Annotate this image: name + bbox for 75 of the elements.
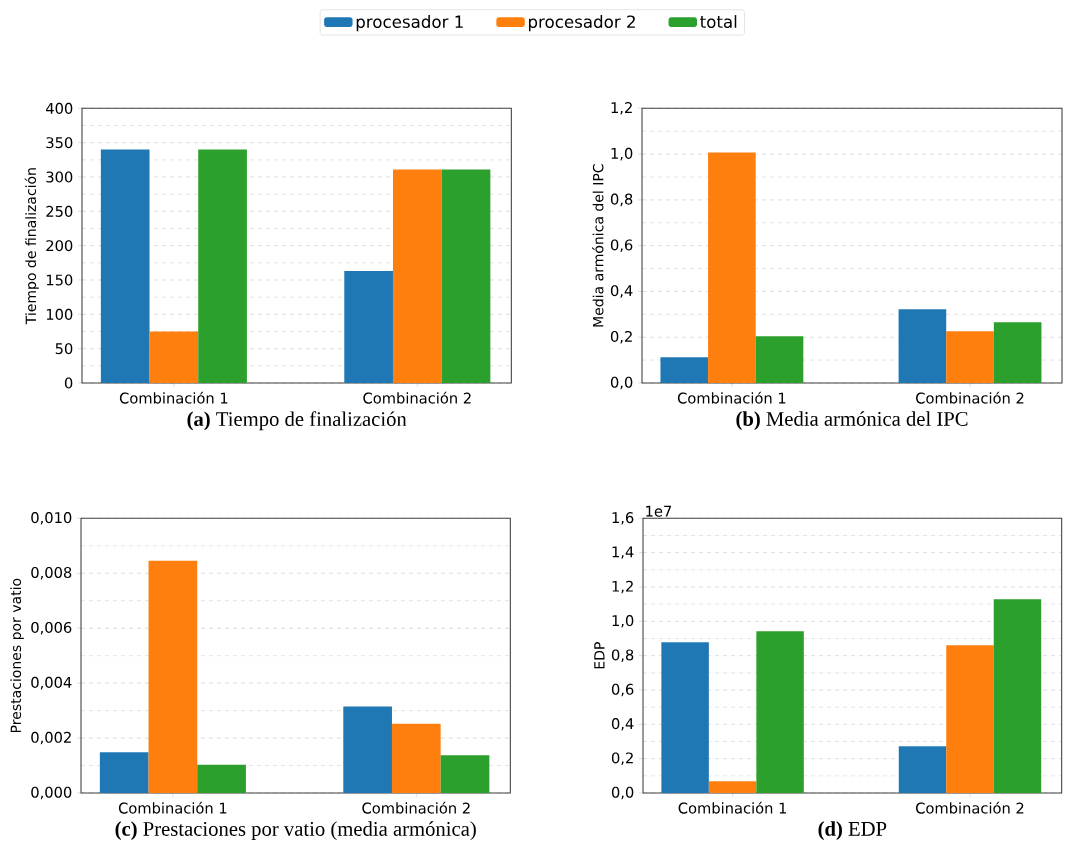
bar (441, 169, 491, 383)
y-tick-label: 400 (46, 102, 73, 114)
text: 1e7 (646, 505, 672, 517)
bar (660, 357, 709, 383)
bar (197, 764, 246, 793)
bar (993, 322, 1042, 383)
y-tick-label: 0,008 (31, 566, 72, 580)
x-tick-label: Combinación 1 (678, 801, 787, 814)
y-tick-label: 1,2 (612, 580, 633, 594)
y-tick-label: 150 (46, 274, 73, 286)
y-tick-label: 0,0 (611, 786, 634, 800)
x-tick-label: Combinación 2 (363, 391, 471, 404)
y-tick-label: 0,8 (611, 649, 634, 662)
y-tick-label: 0,6 (610, 239, 633, 252)
bar (898, 746, 947, 793)
y-axis-title: Tiempo de finalización (24, 168, 39, 325)
y-tick-label: 0,0 (610, 376, 633, 390)
y-tick-label: 1,0 (611, 147, 633, 161)
bar (756, 631, 804, 793)
bar (661, 642, 709, 793)
y-tick-label: 0,000 (31, 786, 72, 800)
y-axis-title: EDP (594, 642, 605, 669)
bar (343, 706, 392, 793)
text: (c) Prestaciones por vatio (media armónica) (115, 821, 476, 841)
y-tick-label: 50 (55, 343, 73, 355)
y-tick-label: 300 (46, 171, 73, 183)
x-tick-label: Combinación 2 (916, 391, 1024, 404)
bar (148, 560, 198, 793)
text: (b) Media armónica del IPC (736, 411, 968, 431)
bar (946, 331, 994, 383)
bar (898, 309, 947, 383)
legend-label: procesador 1 (356, 15, 463, 32)
bar (708, 781, 757, 793)
bar (755, 336, 804, 383)
y-tick-label: 0,4 (611, 718, 634, 731)
y-tick-label: 0 (64, 377, 73, 389)
y-tick-label: 1,2 (611, 102, 632, 115)
y-tick-label: 200 (46, 240, 73, 252)
x-tick-label: Combinación 1 (118, 801, 227, 814)
y-tick-label: 1,0 (612, 615, 634, 628)
y-tick-label: 0,8 (610, 193, 633, 207)
legend-label: procesador 2 (528, 15, 635, 32)
bar (344, 271, 393, 383)
y-axis-title: Media armónica del IPC (592, 164, 604, 327)
text: (d) EDP (818, 821, 887, 841)
bar (99, 752, 149, 793)
x-tick-label: Combinación 2 (362, 801, 470, 814)
bar (391, 723, 441, 793)
y-tick-label: 250 (46, 205, 73, 217)
bar (946, 645, 994, 793)
y-tick-label: 0,002 (31, 731, 71, 745)
x-tick-label: Combinación 1 (677, 391, 786, 404)
y-tick-label: 1,4 (612, 546, 634, 559)
y-tick-label: 0,004 (31, 676, 72, 690)
bar (100, 149, 150, 383)
y-tick-label: 0,2 (611, 752, 633, 765)
y-tick-label: 1,6 (612, 512, 634, 525)
x-tick-label: Combinación 2 (916, 801, 1024, 814)
y-tick-label: 100 (46, 308, 73, 320)
y-tick-label: 0,4 (610, 285, 633, 298)
y-tick-label: 0,6 (611, 683, 634, 697)
legend-label: total (700, 15, 737, 28)
bar (440, 755, 490, 793)
y-axis-title: Prestaciones por vatio (10, 578, 24, 733)
bar (149, 331, 199, 383)
y-tick-label: 0,010 (31, 512, 72, 525)
bar (708, 152, 756, 383)
y-tick-label: 0,2 (610, 330, 632, 344)
bar (198, 149, 247, 383)
y-tick-label: 0,006 (31, 621, 72, 635)
x-tick-label: Combinación 1 (119, 391, 228, 404)
bar (993, 599, 1042, 793)
y-tick-label: 350 (46, 137, 73, 149)
bar (392, 169, 442, 383)
text: (a) Tiempo de finalización (187, 411, 407, 431)
